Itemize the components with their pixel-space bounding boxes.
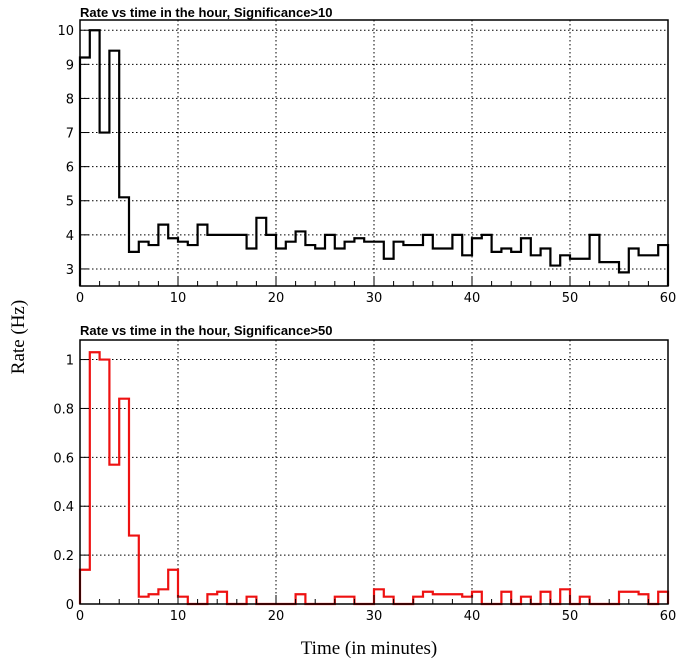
y-tick-label: 9 bbox=[66, 58, 74, 73]
x-tick-label: 0 bbox=[76, 609, 84, 624]
x-tick-label: 60 bbox=[660, 609, 677, 624]
y-tick-label: 0.8 bbox=[53, 402, 74, 417]
x-tick-label: 20 bbox=[268, 291, 285, 306]
panel-title-significance-10: Rate vs time in the hour, Significance>1… bbox=[80, 5, 333, 20]
y-tick-label: 4 bbox=[66, 229, 74, 244]
y-tick-label: 5 bbox=[66, 195, 74, 210]
y-tick-label: 6 bbox=[66, 161, 74, 176]
x-tick-label: 10 bbox=[170, 609, 187, 624]
y-tick-label: 7 bbox=[66, 127, 74, 142]
y-tick-label: 10 bbox=[57, 24, 74, 39]
x-tick-label: 0 bbox=[76, 291, 84, 306]
y-tick-label: 0.4 bbox=[53, 500, 74, 515]
histogram-series-1 bbox=[78, 29, 670, 286]
x-tick-label: 30 bbox=[366, 291, 383, 306]
x-tick-label: 50 bbox=[562, 609, 579, 624]
y-tick-label: 0.6 bbox=[53, 451, 74, 466]
y-tick-label: 1 bbox=[66, 354, 74, 369]
y-tick-label: 8 bbox=[66, 92, 74, 107]
x-tick-label: 10 bbox=[170, 291, 187, 306]
y-tick-label: 0 bbox=[66, 598, 74, 613]
panel-title-significance-50: Rate vs time in the hour, Significance>5… bbox=[80, 323, 333, 338]
x-tick-label: 40 bbox=[464, 609, 481, 624]
panel-significance-10: Rate vs time in the hour, Significance>1… bbox=[57, 5, 676, 306]
panel-significance-50: Rate vs time in the hour, Significance>5… bbox=[53, 323, 676, 624]
y-tick-label: 0.2 bbox=[53, 549, 74, 564]
x-axis-label: Time (in minutes) bbox=[301, 638, 438, 659]
histogram-series-2 bbox=[78, 351, 670, 606]
x-tick-label: 30 bbox=[366, 609, 383, 624]
y-tick-label: 3 bbox=[66, 263, 74, 278]
x-tick-label: 60 bbox=[660, 291, 677, 306]
x-tick-label: 20 bbox=[268, 609, 285, 624]
y-axis-label: Rate (Hz) bbox=[8, 300, 29, 374]
x-tick-label: 40 bbox=[464, 291, 481, 306]
x-tick-label: 50 bbox=[562, 291, 579, 306]
